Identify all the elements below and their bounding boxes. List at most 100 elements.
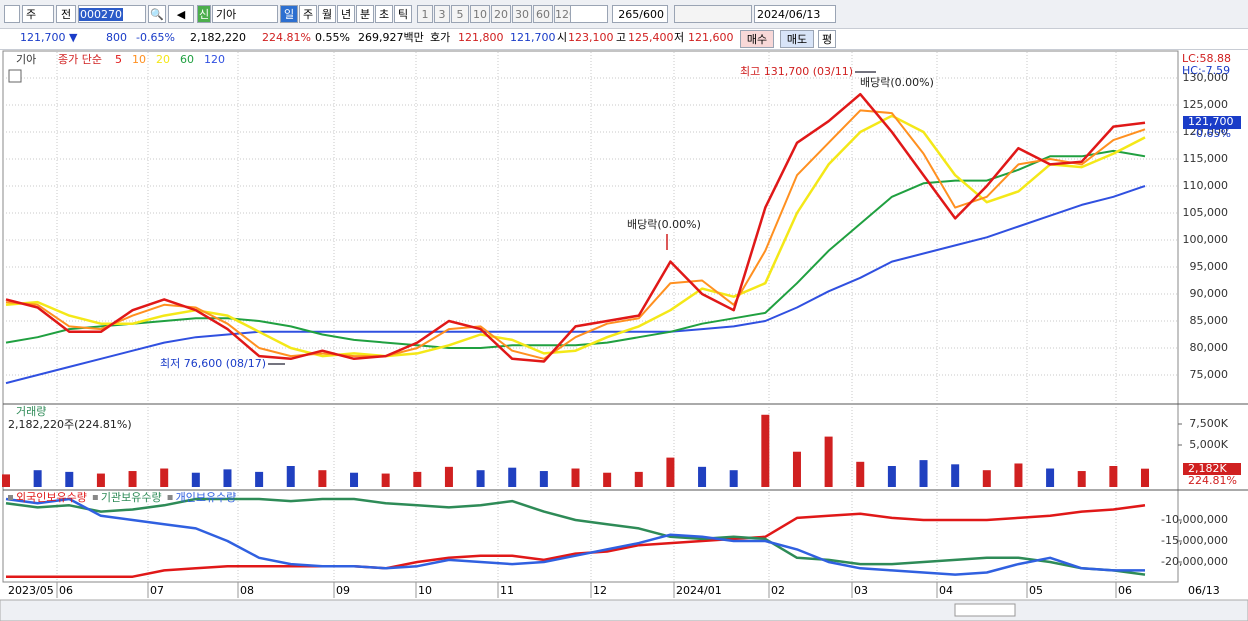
series-line: [5, 497, 1146, 576]
price: 121,700 ▼: [20, 31, 78, 44]
volume-bar: [571, 468, 580, 487]
volume-bar: [2, 474, 10, 487]
volume-bar: [761, 414, 770, 487]
volume-bar: [191, 472, 200, 487]
open: 123,100: [568, 31, 614, 44]
info-bar: 121,700 ▼ 800 -0.65% 2,182,220 224.81% 0…: [0, 29, 1248, 50]
legend-swatch: [92, 495, 98, 500]
menu-icon[interactable]: [4, 5, 20, 23]
series-line: [6, 504, 1146, 578]
legend-entry: 외국인보유수량: [16, 491, 87, 504]
buy-button[interactable]: 매수: [740, 30, 774, 48]
legend-entry: 기관보유수량: [101, 491, 162, 504]
scrollbar[interactable]: [0, 599, 1248, 621]
period-button[interactable]: 월: [318, 5, 336, 23]
period-button[interactable]: 분: [356, 5, 374, 23]
high-label: 고: [616, 31, 627, 44]
volume-bar: [856, 461, 865, 487]
volume-bar: [1141, 468, 1149, 487]
volume-bar: [824, 436, 833, 487]
x-tick-label: 06: [59, 584, 73, 597]
volume-bar: [792, 451, 801, 487]
volume-bar: [128, 471, 137, 487]
annotation-dividend: 배당락(0.00%): [860, 76, 934, 89]
date-field[interactable]: 2024/06/13: [754, 5, 836, 23]
prev-button[interactable]: 전: [56, 5, 76, 23]
count-field[interactable]: 265/600: [612, 5, 668, 23]
change-rate: -0.65%: [136, 31, 175, 44]
volume-bar: [223, 469, 232, 487]
y-tick-label: 85,000: [1190, 314, 1229, 327]
period-button[interactable]: 틱: [394, 5, 412, 23]
interval-button[interactable]: 30: [512, 5, 532, 23]
volume-bar: [160, 468, 169, 487]
x-tick-label: 02: [771, 584, 785, 597]
interval-button[interactable]: 3: [434, 5, 450, 23]
search-button[interactable]: 🔍: [148, 5, 166, 23]
interval-button[interactable]: 20: [491, 5, 511, 23]
legend-entry: 개인보유수량: [176, 491, 237, 504]
volume-bar: [381, 473, 390, 487]
code-input[interactable]: 000270: [78, 5, 146, 23]
low-label: 저: [674, 31, 685, 44]
x-tick-label: 06: [1118, 584, 1132, 597]
volume-bar: [1014, 463, 1023, 487]
bid: 121,700: [510, 31, 556, 44]
volume-bar: [887, 466, 896, 487]
volume-bar: [603, 472, 612, 487]
legend-label: 종가 단순: [58, 53, 102, 66]
x-tick-label: 2024/01: [676, 584, 722, 597]
x-tick-label: 05: [1029, 584, 1043, 597]
y-tick-label: 7,500K: [1189, 417, 1228, 430]
y-tick-label: 75,000: [1190, 368, 1229, 381]
period-button[interactable]: 초: [375, 5, 393, 23]
y-tick-label: -15,000,000: [1161, 534, 1228, 547]
y-tick-label: 125,000: [1183, 98, 1229, 111]
volume-bar: [255, 471, 264, 487]
name-input[interactable]: 기아: [212, 5, 278, 23]
annotation-low: 최저 76,600 (08/17): [160, 357, 266, 370]
chart-area: 2023/05 06 07 08 09 10 11 12 2024/01 02 03 04 05 06 06…: [0, 50, 1248, 621]
high: 125,400: [628, 31, 674, 44]
y-tick-label: 115,000: [1183, 152, 1229, 165]
volume-bar: [919, 460, 928, 487]
period-button[interactable]: 년: [337, 5, 355, 23]
avg-button[interactable]: 평: [818, 30, 836, 48]
panel-title: 거래량: [16, 405, 46, 418]
sell-button[interactable]: 매도: [780, 30, 814, 48]
series-line: [5, 92, 1146, 363]
interval-button[interactable]: 10: [470, 5, 490, 23]
volume-bar: [96, 473, 105, 487]
y-tick-label: 110,000: [1183, 179, 1229, 192]
annotation-dividend: 배당락(0.00%): [627, 218, 701, 231]
turnover: 0.55%: [315, 31, 350, 44]
volume-bar: [476, 470, 485, 487]
tool-icons[interactable]: [674, 5, 752, 23]
period-button[interactable]: 주: [299, 5, 317, 23]
interval-button[interactable]: 5: [451, 5, 469, 23]
volume-bar: [1077, 471, 1086, 487]
series-line: [5, 149, 1146, 349]
volume-bar: [1046, 468, 1055, 487]
sound-button[interactable]: ◀: [168, 5, 194, 23]
volume-bar: [982, 470, 991, 487]
x-tick-label: 08: [240, 584, 254, 597]
period-type[interactable]: 주: [22, 5, 54, 23]
volume: 2,182,220: [190, 31, 246, 44]
open-label: 시: [557, 31, 568, 44]
x-tick-label: 10: [418, 584, 432, 597]
interval-button[interactable]: 60: [533, 5, 553, 23]
legend-swatch: [8, 495, 13, 500]
scroll-thumb[interactable]: [954, 603, 1016, 617]
interval-button[interactable]: 1: [417, 5, 433, 23]
period-button[interactable]: 일: [280, 5, 298, 23]
x-tick-label: 12: [593, 584, 607, 597]
blank-select[interactable]: [570, 5, 608, 23]
x-tick-label: 09: [336, 584, 350, 597]
annotation-high: 최고 131,700 (03/11): [740, 65, 853, 78]
x-tick-label: 11: [500, 584, 514, 597]
volume-bar: [508, 467, 517, 487]
hc-label: HC:-7.59: [1182, 64, 1230, 77]
price-badge: [1183, 116, 1241, 129]
